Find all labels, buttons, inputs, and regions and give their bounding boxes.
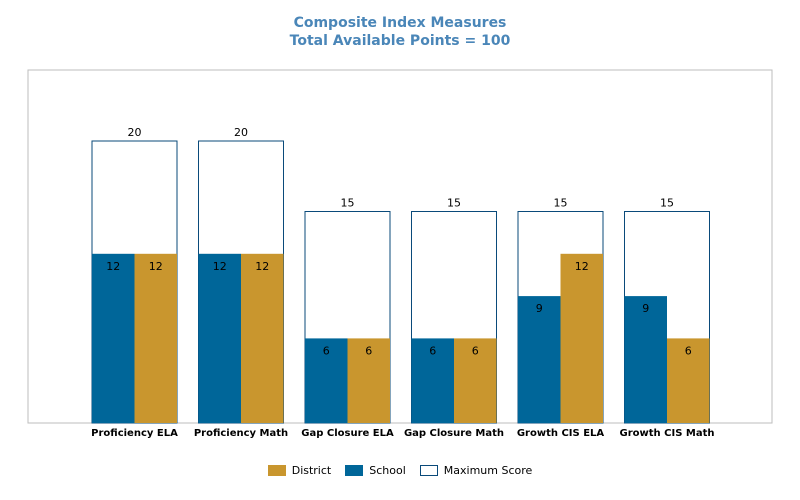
data-label-maximum-score-0: 20 [128,126,142,139]
x-tick-label-3: Gap Closure Math [404,428,504,439]
data-label-school-4: 9 [536,302,543,315]
data-label-maximum-score-3: 15 [447,197,461,210]
bar-school-3 [411,338,454,423]
legend-label-district: District [291,464,332,477]
data-label-district-0: 12 [149,260,163,273]
data-label-district-1: 12 [255,260,269,273]
legend-swatch-maximum-score [419,465,438,476]
legend-label-maximum-score: Maximum Score [443,464,533,477]
bar-district-3 [454,338,497,423]
x-tick-label-0: Proficiency ELA [91,428,178,439]
chart-title: Composite Index Measures Total Available… [0,14,800,50]
bar-district-4 [560,253,603,423]
x-tick-label-4: Growth CIS ELA [517,428,605,439]
data-label-maximum-score-5: 15 [660,197,674,210]
legend-item-district: District [267,464,332,477]
bar-school-0 [92,253,135,423]
data-label-district-3: 6 [472,344,479,357]
subtitle: Total Available Points = 100 [289,33,511,49]
x-tick-label-5: Growth CIS Math [620,428,715,439]
data-label-district-2: 6 [365,344,372,357]
legend-label-school: School [369,464,406,477]
title: Composite Index Measures [293,15,507,31]
bar-school-2 [305,338,348,423]
bar-district-0 [134,253,177,423]
legend-item-school: School [345,464,406,477]
data-label-school-5: 9 [642,302,649,315]
data-label-maximum-score-2: 15 [341,197,355,210]
data-label-school-3: 6 [429,344,436,357]
legend: District School Maximum Score [0,464,800,477]
data-label-school-1: 12 [213,260,227,273]
bar-school-1 [198,253,241,423]
bar-district-1 [241,253,284,423]
x-tick-label-2: Gap Closure ELA [301,428,394,439]
data-label-district-5: 6 [685,344,692,357]
legend-item-maximum-score: Maximum Score [419,464,533,477]
bar-district-2 [347,338,390,423]
x-tick-label-1: Proficiency Math [194,428,288,439]
legend-swatch-district [267,465,286,476]
data-label-school-2: 6 [323,344,330,357]
bar-district-5 [667,338,710,423]
data-label-school-0: 12 [106,260,120,273]
bar-school-4 [518,296,561,423]
bar-school-5 [624,296,667,423]
data-label-district-4: 12 [575,260,589,273]
data-label-maximum-score-1: 20 [234,126,248,139]
data-label-maximum-score-4: 15 [554,197,568,210]
legend-swatch-school [345,465,364,476]
